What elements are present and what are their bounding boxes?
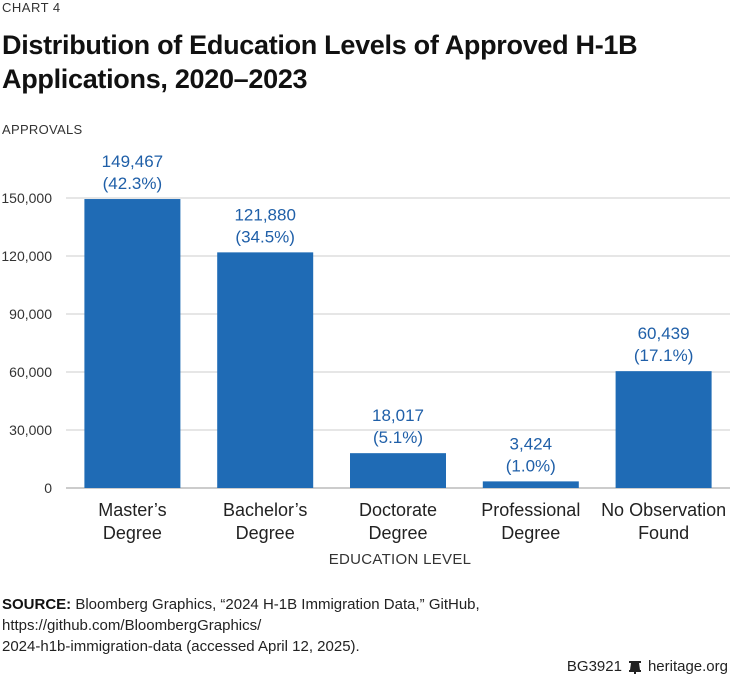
source-label: SOURCE: xyxy=(2,596,72,613)
footer-code: BG3921 xyxy=(566,658,622,675)
bar-value-label: 60,439 xyxy=(638,324,690,343)
x-tick-label: Degree xyxy=(103,523,162,543)
footer-site: heritage.org xyxy=(647,658,728,675)
chart-title-line-2: Applications, 2020–2023 xyxy=(2,64,308,94)
y-axis-ticks: 0 30,000 60,000 90,000 120,000 150,000 xyxy=(1,190,52,496)
bar-percent-label: (42.3%) xyxy=(103,174,163,193)
bar-value-label: 3,424 xyxy=(510,434,553,453)
x-tick-label: Degree xyxy=(236,523,295,543)
y-tick-label: 120,000 xyxy=(1,248,52,264)
chart-number-label: CHART 4 xyxy=(2,0,61,15)
x-axis-label: EDUCATION LEVEL xyxy=(329,551,472,568)
x-tick-label: Degree xyxy=(368,523,427,543)
bar xyxy=(84,199,181,489)
x-tick-label: Master’s xyxy=(98,500,166,520)
bar-percent-label: (17.1%) xyxy=(634,346,694,365)
bar-value-label: 18,017 xyxy=(372,406,424,425)
x-tick-label: Found xyxy=(638,523,689,543)
x-tick-label: Degree xyxy=(501,523,560,543)
bar-percent-label: (1.0%) xyxy=(506,456,556,475)
bar-percent-label: (34.5%) xyxy=(235,227,295,246)
source-note: SOURCE: Bloomberg Graphics, “2024 H-1B I… xyxy=(2,594,722,657)
bar-chart: 0 30,000 60,000 90,000 120,000 150,000 149,46… xyxy=(1,152,730,568)
y-tick-label: 90,000 xyxy=(9,306,52,322)
chart-title-line-1: Distribution of Education Levels of Appr… xyxy=(2,30,638,60)
value-labels: 149,467 (42.3%) 121,880 (34.5%) 18,017 (5.1%)… xyxy=(102,152,694,475)
bars xyxy=(84,199,712,489)
bar-value-label: 149,467 xyxy=(102,152,163,171)
x-tick-label: No Observation xyxy=(601,500,726,520)
y-tick-label: 30,000 xyxy=(9,422,52,438)
bar xyxy=(615,371,712,488)
source-text-line-2: 2024-h1b-immigration-data (accessed Apri… xyxy=(2,638,360,655)
x-tick-label: Bachelor’s xyxy=(223,500,307,520)
source-text-line-1: Bloomberg Graphics, “2024 H-1B Immigrati… xyxy=(2,596,480,634)
chart-title: Distribution of Education Levels of Appr… xyxy=(2,28,722,96)
y-tick-label: 0 xyxy=(44,480,52,496)
x-tick-label: Doctorate xyxy=(359,500,437,520)
x-axis-tick-labels: Master’s Degree Bachelor’s Degree Doctorate D… xyxy=(98,500,726,543)
bar xyxy=(350,453,446,488)
footer: BG3921 heritage.org xyxy=(567,658,728,675)
x-tick-label: Professional xyxy=(481,500,580,520)
y-tick-label: 150,000 xyxy=(1,190,52,206)
bar-value-label: 121,880 xyxy=(234,205,295,224)
y-tick-label: 60,000 xyxy=(9,364,52,380)
y-axis-label: APPROVALS xyxy=(2,122,83,137)
bar xyxy=(217,252,314,488)
liberty-bell-icon xyxy=(628,660,641,674)
bar xyxy=(482,481,579,488)
bar-percent-label: (5.1%) xyxy=(373,428,423,447)
